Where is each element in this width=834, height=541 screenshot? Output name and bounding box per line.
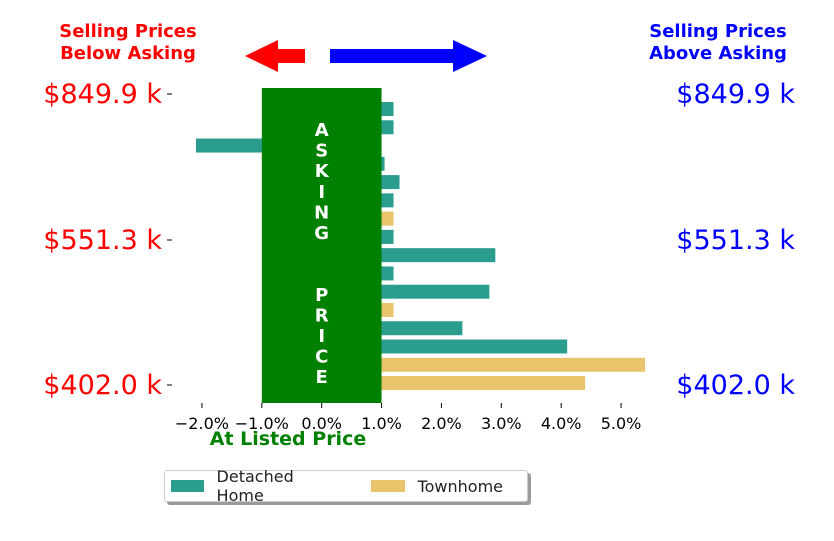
asking-price-band bbox=[261, 88, 382, 403]
band-letter-11: C bbox=[315, 347, 328, 368]
x-tick-label-5: 3.0% bbox=[481, 414, 522, 433]
header-below-line2: Below Asking bbox=[60, 43, 196, 64]
legend-label-detached: Detached Home bbox=[216, 467, 294, 505]
header-above-line1: Selling Prices bbox=[649, 21, 787, 42]
y-label-right-2: $402.0 k bbox=[676, 370, 795, 401]
band-letter-12: E bbox=[316, 367, 328, 388]
legend-item-detached: Detached Home bbox=[171, 467, 341, 505]
header-below-asking: Selling Prices Below Asking bbox=[30, 21, 226, 65]
band-letter-1: S bbox=[315, 141, 328, 162]
band-letter-2: K bbox=[315, 161, 330, 182]
legend-label-townhome: Townhome bbox=[417, 476, 503, 496]
y-label-left-1: $551.3 k bbox=[43, 225, 162, 256]
header-above-asking: Selling Prices Above Asking bbox=[620, 21, 816, 65]
y-label-left-0: $849.9 k bbox=[43, 79, 162, 110]
left-arrow-icon bbox=[245, 40, 305, 72]
y-label-right-1: $551.3 k bbox=[676, 225, 795, 256]
header-above-line2: Above Asking bbox=[649, 43, 787, 64]
band-letter-10: I bbox=[318, 326, 325, 347]
legend-swatch-townhome bbox=[370, 480, 405, 492]
band-letter-4: N bbox=[314, 202, 329, 223]
x-tick-label-1: −1.0% bbox=[235, 414, 289, 433]
y-label-left-2: $402.0 k bbox=[43, 370, 162, 401]
x-tick-label-2: 0.0% bbox=[301, 414, 342, 433]
x-axis-label: At Listed Price bbox=[210, 428, 366, 450]
band-letter-3: I bbox=[318, 182, 325, 203]
x-tick-label-4: 2.0% bbox=[421, 414, 462, 433]
bar-14 bbox=[321, 357, 645, 372]
bar-15 bbox=[321, 376, 586, 391]
band-letter-0: A bbox=[315, 120, 329, 141]
legend-swatch-detached bbox=[171, 480, 204, 492]
bar-13 bbox=[321, 339, 568, 354]
x-tick-label-3: 1.0% bbox=[361, 414, 402, 433]
right-arrow-icon bbox=[330, 40, 487, 72]
x-tick-label-7: 5.0% bbox=[601, 414, 642, 433]
legend-item-townhome: Townhome bbox=[370, 476, 503, 496]
band-letter-8: P bbox=[315, 285, 328, 306]
legend: Detached Home Townhome bbox=[164, 467, 528, 505]
x-tick-label-0: −2.0% bbox=[175, 414, 229, 433]
x-tick-label-6: 4.0% bbox=[541, 414, 582, 433]
y-label-right-0: $849.9 k bbox=[676, 79, 795, 110]
band-letter-9: R bbox=[315, 305, 329, 326]
header-below-line1: Selling Prices bbox=[59, 21, 197, 42]
band-letter-5: G bbox=[314, 223, 329, 244]
